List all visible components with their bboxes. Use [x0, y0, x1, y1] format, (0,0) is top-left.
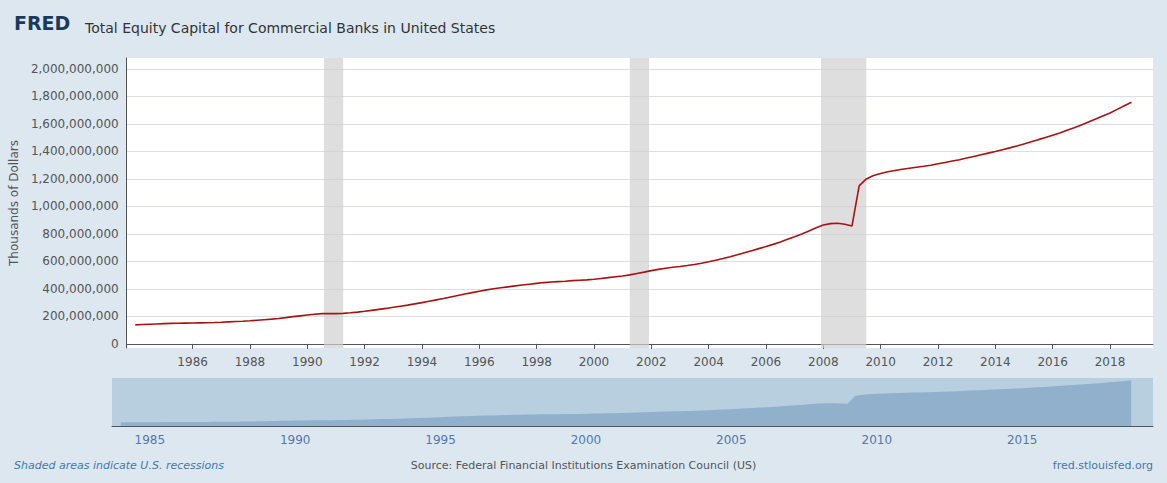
svg-text:600,000,000: 600,000,000	[42, 254, 118, 268]
svg-text:Thousands of Dollars: Thousands of Dollars	[7, 140, 21, 267]
svg-text:1990: 1990	[292, 355, 323, 369]
svg-text:2006: 2006	[751, 355, 782, 369]
svg-text:1995: 1995	[425, 433, 456, 447]
svg-text:2015: 2015	[1007, 433, 1038, 447]
svg-text:2000: 2000	[571, 433, 602, 447]
svg-text:200,000,000: 200,000,000	[42, 309, 118, 323]
svg-text:Source: Federal Financial Inst: Source: Federal Financial Institutions E…	[411, 459, 756, 472]
svg-text:2010: 2010	[865, 355, 896, 369]
svg-text:fred.stlouisfed.org: fred.stlouisfed.org	[1053, 459, 1153, 472]
svg-text:1998: 1998	[521, 355, 552, 369]
svg-text:1990: 1990	[280, 433, 311, 447]
svg-text:1986: 1986	[177, 355, 208, 369]
svg-text:1,600,000,000: 1,600,000,000	[31, 117, 119, 131]
svg-text:1,200,000,000: 1,200,000,000	[31, 172, 119, 186]
svg-text:1992: 1992	[349, 355, 380, 369]
svg-text:2005: 2005	[716, 433, 747, 447]
svg-text:1,400,000,000: 1,400,000,000	[31, 144, 119, 158]
svg-text:1996: 1996	[464, 355, 495, 369]
svg-text:1,000,000,000: 1,000,000,000	[31, 199, 119, 213]
svg-text:2018: 2018	[1095, 355, 1126, 369]
svg-text:2016: 2016	[1037, 355, 1068, 369]
svg-text:2010: 2010	[861, 433, 892, 447]
svg-text:FRED: FRED	[14, 12, 70, 34]
svg-text:0: 0	[111, 337, 119, 351]
svg-text:2,000,000,000: 2,000,000,000	[31, 62, 119, 76]
svg-text:2012: 2012	[923, 355, 954, 369]
svg-text:1985: 1985	[135, 433, 166, 447]
svg-text:2004: 2004	[693, 355, 724, 369]
svg-text:2008: 2008	[808, 355, 839, 369]
svg-text:1988: 1988	[235, 355, 266, 369]
svg-text:2014: 2014	[980, 355, 1011, 369]
svg-text:1,800,000,000: 1,800,000,000	[31, 89, 119, 103]
svg-text:2000: 2000	[579, 355, 610, 369]
svg-text:800,000,000: 800,000,000	[42, 227, 118, 241]
svg-text:1994: 1994	[407, 355, 438, 369]
svg-text:Total Equity Capital for Comme: Total Equity Capital for Commercial Bank…	[84, 20, 495, 36]
svg-text:400,000,000: 400,000,000	[42, 282, 118, 296]
svg-text:Shaded areas indicate U.S. rec: Shaded areas indicate U.S. recessions	[14, 459, 224, 472]
svg-text:2002: 2002	[636, 355, 667, 369]
